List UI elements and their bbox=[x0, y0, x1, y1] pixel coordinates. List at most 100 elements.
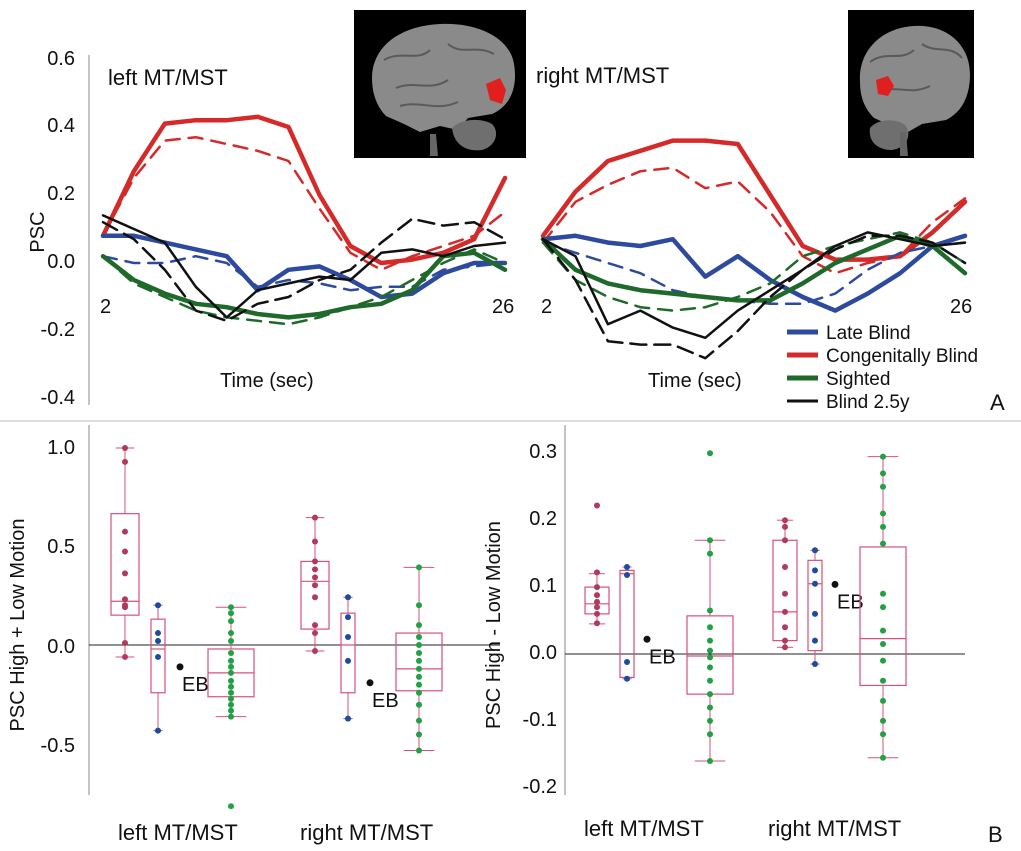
brain-image-left bbox=[354, 10, 526, 158]
point-right-mt-mst-sighted-7 bbox=[416, 665, 422, 672]
point-right-mt-mst-congenitally-blind-6 bbox=[312, 594, 318, 601]
point-left-mt-mst-sighted-6 bbox=[228, 657, 234, 664]
point-right-mt-mst-congenitally-blind-1 bbox=[312, 538, 318, 545]
point-left-mt-mst-sighted-4 bbox=[707, 624, 713, 631]
point-left-mt-mst-congenitally-blind-3 bbox=[122, 548, 128, 555]
point-right-mt-mst-congenitally-blind-7 bbox=[312, 622, 318, 629]
panel-b-label: B bbox=[988, 822, 1003, 847]
y-tick-0.2: 0.2 bbox=[47, 183, 75, 205]
point-left-mt-mst-sighted-9 bbox=[707, 677, 713, 684]
point-left-mt-mst-congenitally-blind-5 bbox=[122, 596, 128, 603]
b2-y-tick-0.2: 0.2 bbox=[529, 508, 557, 530]
point-right-mt-mst-sighted-12 bbox=[880, 697, 886, 704]
eb-label-right-mt-mst: EB bbox=[837, 591, 864, 613]
b1-y-tick-0.5: 0.5 bbox=[47, 536, 75, 558]
point-left-mt-mst-late-blind-3 bbox=[155, 653, 161, 660]
x-tick-right-start: 2 bbox=[541, 296, 552, 318]
point-left-mt-mst-sighted-12 bbox=[707, 717, 713, 724]
b1-y-tick-neg0.5: -0.5 bbox=[41, 735, 75, 757]
point-right-mt-mst-congenitally-blind-3 bbox=[312, 566, 318, 573]
b2-y-tick-0.0: 0.0 bbox=[529, 642, 557, 664]
legend-label-blind-2.5y: Blind 2.5y bbox=[826, 392, 910, 413]
point-right-mt-mst-sighted-15 bbox=[880, 754, 886, 761]
line-congenitally-blind-dashed-left bbox=[101, 135, 507, 272]
line-late-blind-solid-left bbox=[100, 233, 508, 300]
point-right-mt-mst-sighted-12 bbox=[416, 717, 422, 724]
b1-x-label-left: left MT/MST bbox=[118, 820, 238, 845]
point-left-mt-mst-sighted-10 bbox=[228, 683, 234, 690]
x-axis-label-right: Time (sec) bbox=[648, 370, 742, 392]
point-left-mt-mst-late-blind-0 bbox=[155, 602, 161, 609]
point-right-mt-mst-sighted-0 bbox=[416, 564, 422, 571]
point-right-mt-mst-sighted-4 bbox=[416, 642, 422, 648]
point-right-mt-mst-sighted-13 bbox=[416, 731, 422, 738]
point-right-mt-mst-sighted-6 bbox=[880, 590, 886, 597]
line-sighted-solid-left bbox=[100, 250, 508, 320]
point-right-mt-mst-sighted-5 bbox=[416, 649, 422, 656]
point-left-mt-mst-sighted-14 bbox=[707, 758, 713, 765]
point-left-mt-mst-congenitally-blind-4 bbox=[122, 570, 128, 577]
line-blind-2.5y-dashed-left bbox=[101, 217, 507, 323]
point-left-mt-mst-sighted-2 bbox=[707, 550, 713, 557]
point-right-mt-mst-sighted-8 bbox=[880, 627, 886, 634]
eb-label-left-mt-mst: EB bbox=[649, 646, 676, 668]
b1-y-tick-1.0: 1.0 bbox=[47, 437, 75, 459]
point-right-mt-mst-sighted-1 bbox=[880, 470, 886, 477]
point-left-mt-mst-late-blind-1 bbox=[155, 630, 161, 637]
point-right-mt-mst-sighted-5 bbox=[880, 540, 886, 547]
point-left-mt-mst-sighted-14 bbox=[228, 707, 234, 714]
line-plot-right bbox=[540, 138, 968, 360]
point-left-mt-mst-congenitally-blind-2 bbox=[122, 528, 128, 535]
y-tick-0.4: 0.4 bbox=[47, 115, 75, 137]
point-left-mt-mst-congenitally-blind-9 bbox=[122, 653, 128, 660]
point-right-mt-mst-congenitally-blind-0 bbox=[782, 517, 788, 524]
line-sighted-dashed-right bbox=[541, 231, 967, 312]
point-right-mt-mst-congenitally-blind-8 bbox=[312, 630, 318, 637]
point-left-mt-mst-sighted-7 bbox=[707, 654, 713, 661]
point-right-mt-mst-congenitally-blind-0 bbox=[312, 514, 318, 521]
line-late-blind-dashed-left bbox=[101, 254, 507, 292]
point-right-mt-mst-late-blind-2 bbox=[812, 580, 818, 587]
point-left-mt-mst-congenitally-blind-1 bbox=[594, 569, 600, 576]
point-right-mt-mst-sighted-11 bbox=[416, 701, 422, 708]
legend-label-sighted: Sighted bbox=[826, 369, 890, 390]
box-left-mt-mst-late-blind bbox=[150, 618, 166, 694]
point-right-mt-mst-sighted-2 bbox=[416, 622, 422, 629]
point-left-mt-mst-late-blind-0 bbox=[624, 564, 630, 571]
point-left-mt-mst-sighted-0 bbox=[707, 450, 713, 457]
point-left-mt-mst-sighted-8 bbox=[707, 664, 713, 671]
box-right-mt-mst-sighted bbox=[859, 546, 907, 687]
point-right-mt-mst-sighted-13 bbox=[880, 717, 886, 724]
point-right-mt-mst-congenitally-blind-3 bbox=[782, 564, 788, 571]
point-right-mt-mst-late-blind-0 bbox=[345, 594, 351, 601]
point-left-mt-mst-late-blind-1 bbox=[624, 572, 630, 579]
b2-x-label-left: left MT/MST bbox=[584, 816, 704, 841]
x-tick-left-start: 2 bbox=[100, 296, 111, 318]
point-right-mt-mst-late-blind-4 bbox=[812, 637, 818, 644]
line-sighted-dashed-left bbox=[101, 248, 507, 326]
point-left-mt-mst-sighted-1 bbox=[228, 610, 234, 617]
point-right-mt-mst-sighted-1 bbox=[416, 602, 422, 609]
b1-y-tick-0.0: 0.0 bbox=[47, 636, 75, 658]
legend-label-late-blind: Late Blind bbox=[826, 323, 911, 344]
point-left-mt-mst-sighted-6 bbox=[707, 647, 713, 654]
point-left-mt-mst-sighted-9 bbox=[228, 677, 234, 684]
b2-x-label-right: right MT/MST bbox=[768, 816, 901, 841]
point-left-mt-mst-congenitally-blind-8 bbox=[122, 640, 128, 647]
point-right-mt-mst-congenitally-blind-4 bbox=[782, 590, 788, 597]
point-left-mt-mst-congenitally-blind-4 bbox=[594, 598, 600, 605]
line-blind-2.5y-solid-right bbox=[541, 231, 967, 340]
point-right-mt-mst-congenitally-blind-8 bbox=[782, 644, 788, 651]
panel-a-label: A bbox=[990, 390, 1005, 415]
box-left-mt-mst-congenitally-blind bbox=[110, 513, 140, 616]
point-right-mt-mst-congenitally-blind-2 bbox=[312, 558, 318, 565]
point-right-mt-mst-sighted-3 bbox=[416, 634, 422, 641]
point-left-mt-mst-congenitally-blind-7 bbox=[594, 620, 600, 627]
panel-title-right: right MT/MST bbox=[536, 63, 669, 88]
y-tick-neg0.2: -0.2 bbox=[41, 319, 75, 341]
point-left-mt-mst-sighted-4 bbox=[228, 638, 234, 645]
point-left-mt-mst-sighted-7 bbox=[228, 663, 234, 670]
point-right-mt-mst-sighted-2 bbox=[880, 483, 886, 490]
point-left-mt-mst-congenitally-blind-0 bbox=[122, 444, 128, 451]
point-left-mt-mst-congenitally-blind-6 bbox=[594, 610, 600, 617]
